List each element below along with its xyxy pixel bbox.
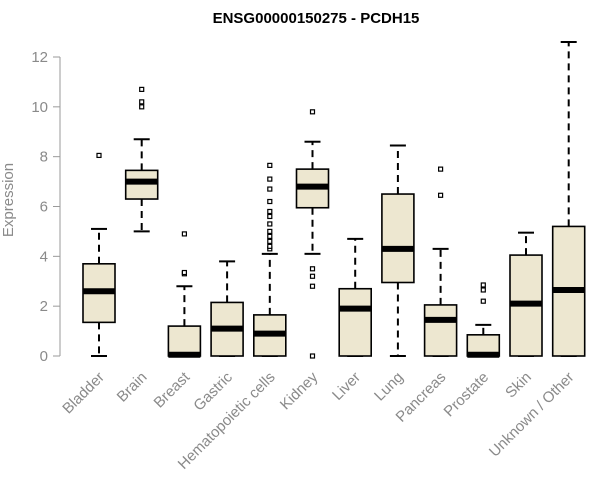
- box-pancreas: [423, 166, 458, 357]
- x-tick-label: Breast: [151, 368, 194, 411]
- x-tick-label: Kidney: [277, 368, 322, 413]
- x-tick-label: Lung: [371, 369, 407, 405]
- outlier-point: [96, 152, 102, 159]
- box-prostate: [466, 282, 501, 358]
- box-skin: [509, 231, 543, 357]
- y-tick-label: 12: [31, 49, 48, 66]
- outlier-point: [309, 109, 316, 115]
- outlier-point: [267, 176, 273, 182]
- outlier-point: [267, 162, 273, 168]
- x-tick-label: Bladder: [59, 369, 108, 418]
- outlier-point: [309, 283, 316, 289]
- y-tick-label: 6: [40, 199, 48, 216]
- outlier-point: [139, 99, 145, 105]
- y-axis: 0 2 4 6 8 10 12: [31, 49, 61, 365]
- box-gastric: [210, 260, 244, 357]
- box-iqr: [423, 304, 458, 357]
- outlier-point: [267, 186, 273, 192]
- box-iqr: [167, 325, 202, 357]
- outlier-point: [309, 273, 316, 279]
- outlier-point: [267, 221, 273, 227]
- chart-title: ENSG00000150275 - PCDH15: [213, 10, 420, 27]
- outlier-point: [309, 353, 316, 359]
- outlier-point: [181, 231, 187, 237]
- y-tick-label: 0: [40, 348, 48, 365]
- x-tick-label: Liver: [329, 369, 364, 404]
- outlier-point: [480, 298, 486, 304]
- x-tick-label: Brain: [114, 369, 151, 406]
- boxes-group: [82, 41, 586, 359]
- box-iqr: [338, 287, 373, 357]
- y-axis-label: Expression: [0, 163, 17, 237]
- outlier-point: [480, 282, 486, 288]
- box-kidney: [295, 109, 330, 359]
- y-tick-label: 4: [40, 248, 48, 265]
- outlier-point: [267, 233, 273, 239]
- box-liver: [338, 237, 373, 357]
- box-brain: [124, 86, 159, 233]
- outlier-point: [267, 243, 273, 249]
- outlier-point: [267, 198, 273, 205]
- outlier-point: [480, 287, 486, 293]
- box-iqr: [381, 193, 415, 284]
- outlier-point: [181, 269, 187, 276]
- outlier-point: [267, 228, 273, 235]
- box-lung: [381, 144, 415, 357]
- outlier-point: [438, 192, 444, 198]
- outlier-point: [309, 266, 316, 272]
- box-hematopoietic-cells: [253, 162, 287, 357]
- outlier-point: [139, 86, 145, 92]
- outlier-point: [139, 104, 145, 110]
- y-tick-label: 10: [31, 99, 48, 116]
- y-tick-label: 2: [40, 298, 48, 315]
- outlier-point: [438, 166, 444, 172]
- box-breast: [167, 231, 202, 358]
- outlier-point: [267, 238, 273, 244]
- x-tick-label: Skin: [502, 369, 535, 402]
- box-iqr: [124, 169, 159, 200]
- box-unknown-other: [551, 41, 586, 357]
- x-tick-label: Prostate: [441, 369, 493, 421]
- outlier-point: [267, 213, 273, 220]
- box-bladder: [82, 152, 116, 357]
- y-tick-label: 8: [40, 149, 48, 166]
- outlier-point: [267, 208, 273, 215]
